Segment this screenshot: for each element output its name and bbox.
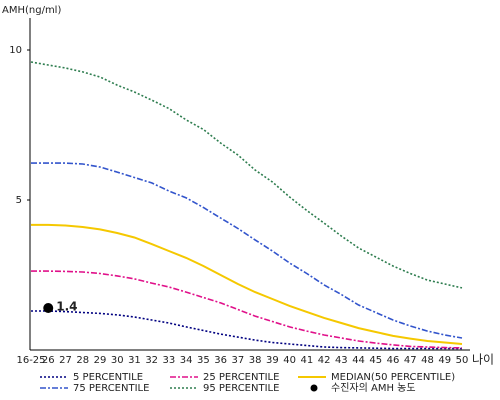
legend-label: 25 PERCENTILE — [203, 372, 279, 383]
x-tick-label: 33 — [163, 355, 176, 366]
series-line — [31, 162, 463, 339]
x-tick-label: 32 — [145, 355, 158, 366]
x-tick-label: 29 — [94, 355, 107, 366]
x-tick-label: 35 — [197, 355, 210, 366]
x-tick-label: 36 — [214, 355, 227, 366]
legend-label: 수진자의 AMH 농도 — [331, 382, 416, 394]
x-tick-label: 49 — [438, 355, 451, 366]
x-tick-label: 34 — [180, 355, 193, 366]
x-tick-label: 43 — [335, 355, 348, 366]
x-tick-label: 46 — [387, 355, 400, 366]
series-line — [31, 310, 462, 350]
x-tick-label: 40 — [283, 355, 296, 366]
x-tick-label: 30 — [111, 355, 124, 366]
series-line — [30, 61, 463, 289]
x-tick-label: 47 — [404, 355, 417, 366]
x-tick-label: 27 — [59, 355, 72, 366]
y-tick-label: 5 — [16, 195, 22, 206]
legend-label: 95 PERCENTILE — [203, 383, 279, 394]
x-tick-label: 39 — [266, 355, 279, 366]
y-tick-label: 10 — [9, 45, 22, 56]
legend-label: 5 PERCENTILE — [73, 372, 143, 383]
legend-swatch — [310, 384, 318, 392]
patient-point — [43, 303, 54, 313]
x-tick-label: 44 — [352, 355, 365, 366]
x-tick-label: 26 — [42, 355, 55, 366]
y-axis-label: AMH(ng/ml) — [2, 5, 61, 16]
x-tick-label: 37 — [232, 355, 245, 366]
x-tick-label: 48 — [421, 355, 434, 366]
x-tick-label: 28 — [76, 355, 89, 366]
x-axis-label: 나이 — [472, 353, 494, 367]
x-tick-label: 38 — [249, 355, 262, 366]
x-tick-label: 50 — [456, 355, 469, 366]
x-tick-label: 45 — [369, 355, 382, 366]
legend-label: 75 PERCENTILE — [73, 383, 149, 394]
patient-value-label: 1.4 — [56, 300, 77, 314]
x-tick-label: 16-25 — [16, 355, 45, 366]
series-line — [31, 223, 463, 345]
x-tick-label: 42 — [318, 355, 331, 366]
x-tick-label: 41 — [300, 355, 313, 366]
x-tick-label: 31 — [128, 355, 141, 366]
legend-label: MEDIAN(50 PERCENTILE) — [331, 372, 455, 383]
series-line — [31, 270, 463, 349]
